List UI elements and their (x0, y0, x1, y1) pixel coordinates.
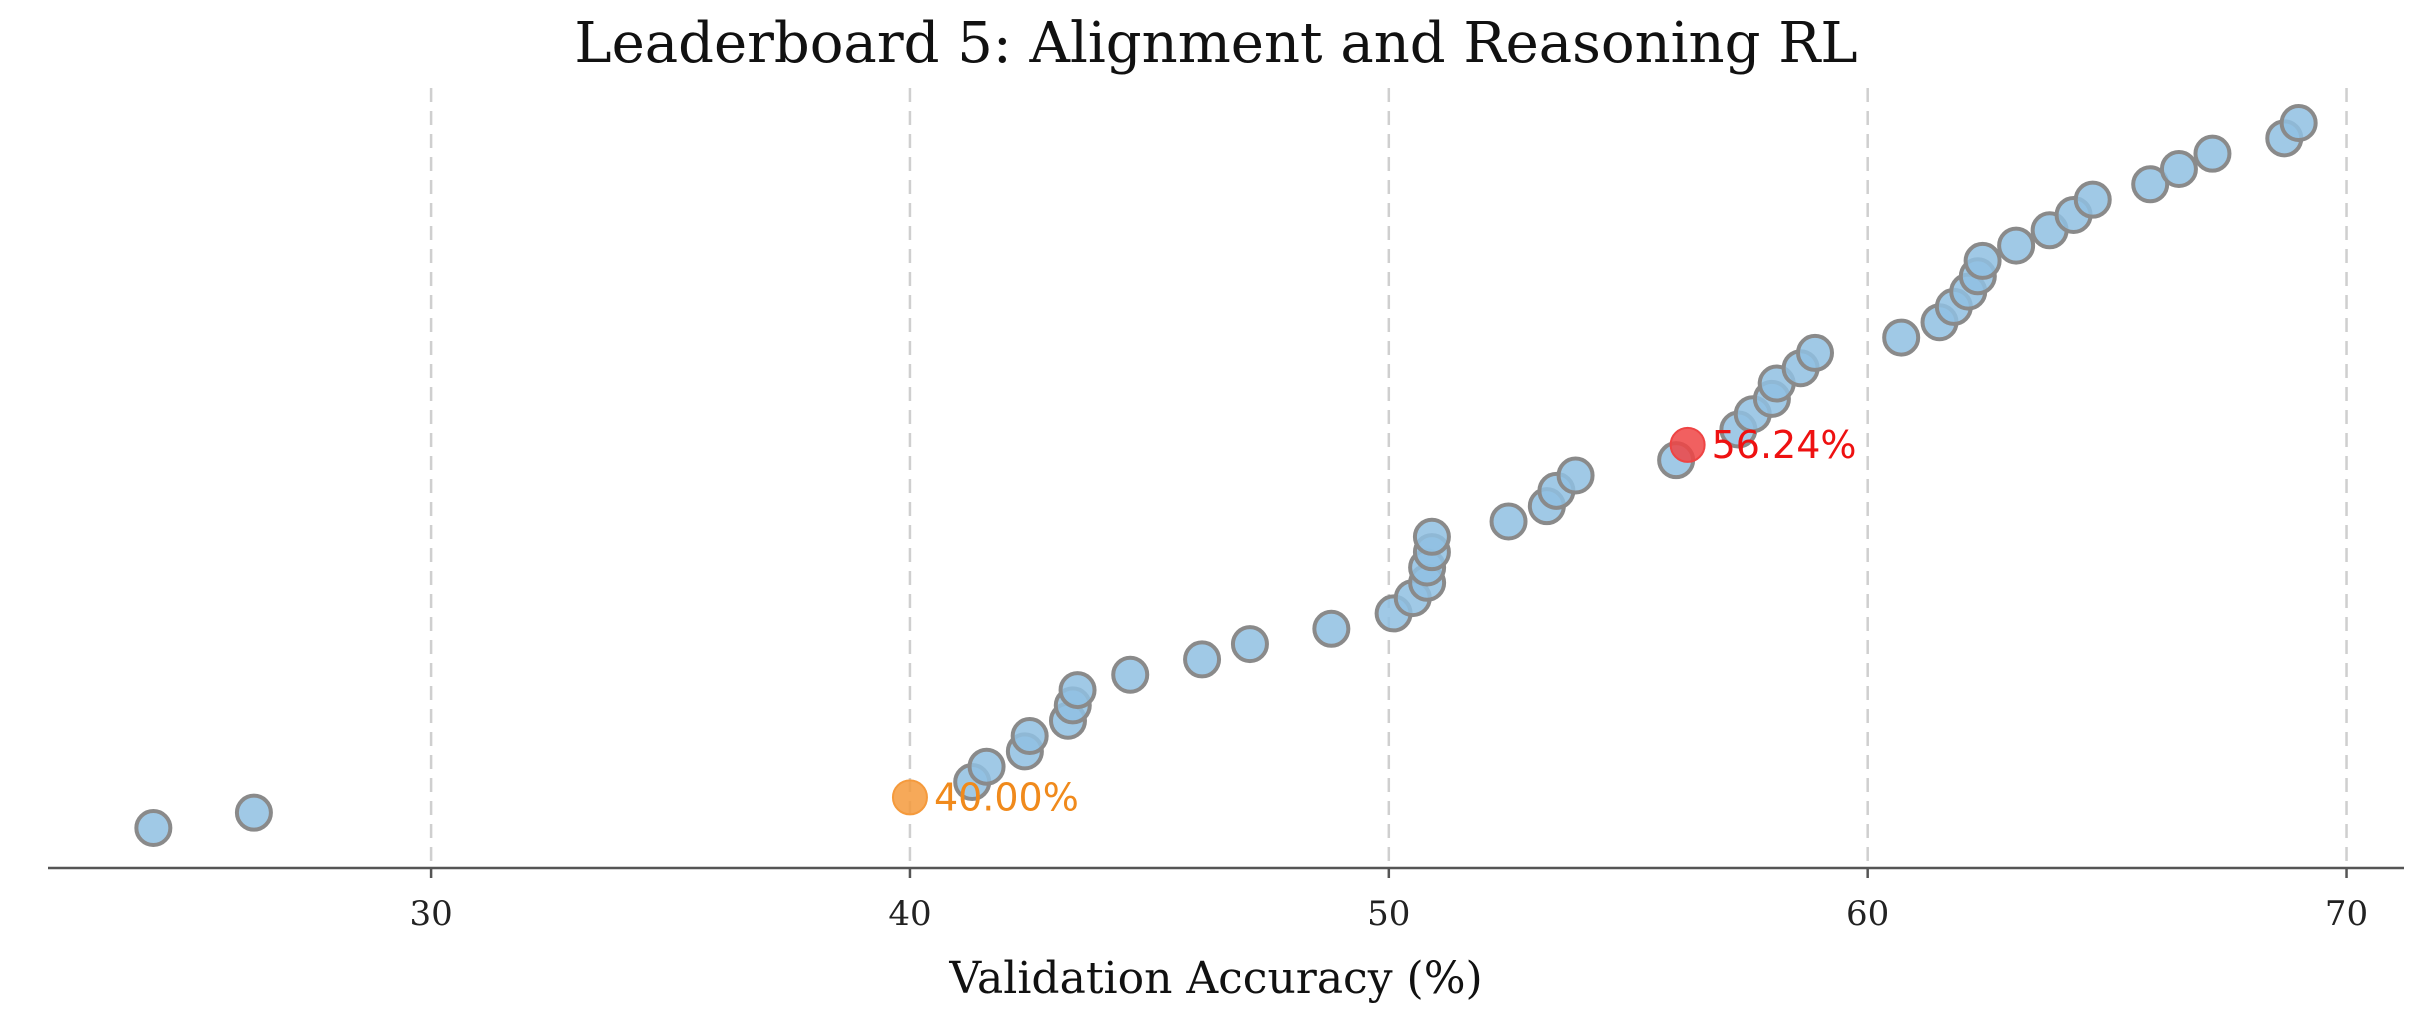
x-tick-label: 60 (1846, 894, 1889, 934)
data-point (1412, 517, 1451, 556)
data-point (1230, 625, 1269, 664)
data-point (1963, 241, 2002, 280)
data-point (1489, 502, 1528, 541)
data-point (1882, 318, 1921, 357)
chart-title: Leaderboard 5: Alignment and Reasoning R… (574, 11, 1857, 76)
grid-lines (429, 88, 2348, 868)
data-point (1183, 640, 1222, 679)
data-points (134, 104, 2318, 847)
data-point (967, 747, 1006, 786)
highlighted-data-point (891, 779, 928, 816)
x-tick-label: 30 (409, 894, 452, 934)
data-point (1312, 609, 1351, 648)
highlighted-points: 40.00% 56.24% (891, 423, 1857, 819)
data-point (2159, 149, 2198, 188)
highlight-annotation-label: 40.00% (934, 775, 1079, 819)
data-point (2073, 180, 2112, 219)
data-point (2279, 104, 2318, 142)
data-point (234, 793, 273, 832)
x-tick-label: 70 (2325, 894, 2368, 934)
data-point (1010, 717, 1049, 756)
data-point (2131, 165, 2170, 204)
data-point (1997, 226, 2036, 265)
x-tick-label: 40 (888, 894, 931, 934)
data-point (1556, 456, 1595, 495)
x-axis-ticks: 30 40 50 60 70 (409, 868, 2368, 934)
data-point (134, 809, 173, 847)
data-point (1796, 333, 1834, 372)
data-point (2193, 134, 2232, 173)
x-tick-label: 50 (1367, 894, 1410, 934)
data-point (1058, 671, 1097, 710)
highlight-annotation-label: 56.24% (1712, 423, 1857, 467)
data-point (1111, 655, 1150, 694)
highlighted-data-point (1669, 426, 1706, 463)
x-axis-label: Validation Accuracy (%) (948, 953, 1482, 1004)
